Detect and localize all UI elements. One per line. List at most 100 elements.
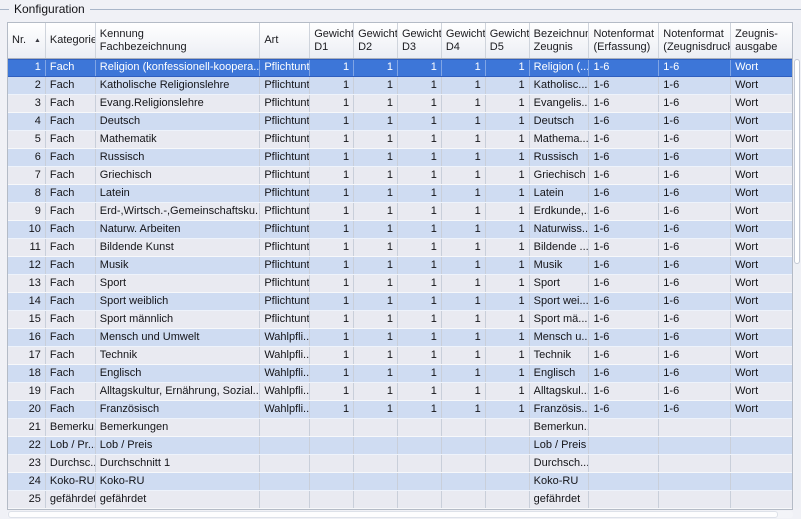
cell-bezeichnung[interactable]: Religion (... xyxy=(530,60,590,76)
vertical-scrollbar-thumb[interactable] xyxy=(794,59,800,264)
cell-ausgabe[interactable]: Wort xyxy=(735,151,759,163)
header-d3[interactable]: Gewicht D3 xyxy=(398,23,442,58)
cell-art[interactable]: Pflichtunt xyxy=(260,113,311,130)
cell-d1[interactable]: 1 xyxy=(310,383,355,400)
cell-d3[interactable] xyxy=(398,437,442,454)
cell-d5[interactable]: 1 xyxy=(486,131,530,148)
cell-nf_zeugnisdruck[interactable]: 1-6 xyxy=(659,401,732,418)
table-row[interactable]: 25 gefährdet gefährdet gefährdet xyxy=(8,491,792,509)
cell-d5[interactable]: 1 xyxy=(486,365,530,382)
cell-ausgabe[interactable]: Wort xyxy=(735,133,759,145)
cell-d1[interactable]: 1 xyxy=(310,347,355,364)
cell-d2[interactable]: 1 xyxy=(354,293,398,310)
cell-d3[interactable]: 1 xyxy=(398,239,442,256)
cell-d5[interactable]: 1 xyxy=(486,203,530,220)
cell-d5[interactable]: 1 xyxy=(486,275,530,292)
cell-nf_erfassung[interactable]: 1-6 xyxy=(589,167,660,184)
cell-d5[interactable] xyxy=(486,455,530,472)
cell-d2[interactable]: 1 xyxy=(354,185,398,202)
cell-d1[interactable]: 1 xyxy=(310,167,355,184)
cell-d3[interactable]: 1 xyxy=(398,95,442,112)
cell-d1[interactable]: 1 xyxy=(310,149,355,166)
cell-d2[interactable] xyxy=(354,437,398,454)
cell-d5[interactable]: 1 xyxy=(486,167,530,184)
cell-d1[interactable]: 1 xyxy=(310,60,355,76)
cell-nf_erfassung[interactable] xyxy=(589,419,660,436)
cell-ausgabe[interactable]: Wort xyxy=(735,367,759,379)
cell-kategorie[interactable]: Fach xyxy=(46,311,96,328)
cell-bezeichnung[interactable]: gefährdet xyxy=(530,491,590,508)
cell-d4[interactable] xyxy=(442,419,486,436)
cell-bezeichnung[interactable]: Musik xyxy=(530,257,590,274)
cell-nr[interactable]: 15 xyxy=(8,311,46,328)
cell-d5[interactable]: 1 xyxy=(486,221,530,238)
header-nr[interactable]: Nr. ▲ xyxy=(8,23,46,58)
cell-d5[interactable] xyxy=(486,473,530,490)
cell-ausgabe[interactable]: Wort xyxy=(735,97,759,109)
cell-bezeichnung[interactable]: Sport mä... xyxy=(530,311,590,328)
cell-nr[interactable]: 25 xyxy=(8,491,46,508)
cell-kennung[interactable]: Griechisch xyxy=(96,167,261,184)
table-row[interactable]: 7 Fach Griechisch Pflichtunt 1 1 1 1 1 Griechisch… xyxy=(8,167,792,185)
cell-d5[interactable]: 1 xyxy=(486,113,530,130)
cell-nf_erfassung[interactable]: 1-6 xyxy=(589,257,660,274)
cell-d4[interactable]: 1 xyxy=(442,149,486,166)
cell-bezeichnung[interactable]: Deutsch xyxy=(530,113,590,130)
table-row[interactable]: 18 Fach Englisch Wahlpfli... 1 1 1 1 1 Englisch 1-… xyxy=(8,365,792,383)
cell-d1[interactable]: 1 xyxy=(310,95,355,112)
cell-kennung[interactable]: Mensch und Umwelt xyxy=(96,329,261,346)
cell-ausgabe[interactable]: Wort xyxy=(735,223,759,235)
cell-nf_zeugnisdruck[interactable]: 1-6 xyxy=(659,293,732,310)
cell-kategorie[interactable]: Fach xyxy=(46,77,96,94)
cell-d5[interactable]: 1 xyxy=(486,95,530,112)
cell-ausgabe[interactable] xyxy=(731,455,792,472)
cell-ausgabe[interactable]: Wort xyxy=(735,295,759,307)
header-bezeichnung[interactable]: Bezeichnun Zeugnis xyxy=(530,23,590,58)
cell-d4[interactable]: 1 xyxy=(442,239,486,256)
table-row[interactable]: 10 Fach Naturw. Arbeiten Pflichtunt 1 1 1 1 1 Nat… xyxy=(8,221,792,239)
cell-nf_erfassung[interactable]: 1-6 xyxy=(589,329,660,346)
cell-nf_zeugnisdruck[interactable]: 1-6 xyxy=(659,329,732,346)
cell-nf_erfassung[interactable] xyxy=(589,455,660,472)
cell-nf_erfassung[interactable]: 1-6 xyxy=(589,401,660,418)
cell-d1[interactable] xyxy=(310,473,355,490)
cell-nf_zeugnisdruck[interactable] xyxy=(659,473,732,490)
cell-d3[interactable]: 1 xyxy=(398,131,442,148)
cell-ausgabe[interactable]: Wort xyxy=(735,313,759,325)
cell-d4[interactable]: 1 xyxy=(442,275,486,292)
cell-d5[interactable] xyxy=(486,437,530,454)
cell-nf_erfassung[interactable]: 1-6 xyxy=(589,113,660,130)
table-row[interactable]: 6 Fach Russisch Pflichtunt 1 1 1 1 1 Russisch 1-6 1… xyxy=(8,149,792,167)
cell-nf_erfassung[interactable]: 1-6 xyxy=(589,221,660,238)
cell-ausgabe[interactable]: Wort xyxy=(735,385,759,397)
cell-d5[interactable]: 1 xyxy=(486,60,530,76)
cell-kategorie[interactable]: Koko-RU xyxy=(46,473,96,490)
cell-d4[interactable]: 1 xyxy=(442,293,486,310)
cell-d1[interactable] xyxy=(310,437,355,454)
cell-bezeichnung[interactable]: Latein xyxy=(530,185,590,202)
cell-nf_erfassung[interactable]: 1-6 xyxy=(589,203,660,220)
cell-nr[interactable]: 24 xyxy=(8,473,46,490)
cell-art[interactable]: Pflichtunt xyxy=(260,149,311,166)
cell-d5[interactable]: 1 xyxy=(486,311,530,328)
cell-art[interactable]: Pflichtunt xyxy=(260,311,311,328)
cell-d2[interactable] xyxy=(354,491,398,508)
cell-kategorie[interactable]: Fach xyxy=(46,131,96,148)
header-d4[interactable]: Gewicht D4 xyxy=(442,23,486,58)
cell-d5[interactable]: 1 xyxy=(486,401,530,418)
header-d2[interactable]: Gewicht D2 xyxy=(354,23,398,58)
cell-kategorie[interactable]: Bemerku... xyxy=(46,419,96,436)
cell-d3[interactable] xyxy=(398,491,442,508)
cell-kennung[interactable]: Mathematik xyxy=(96,131,261,148)
cell-art[interactable]: Pflichtunt xyxy=(260,95,311,112)
cell-nf_zeugnisdruck[interactable]: 1-6 xyxy=(659,311,732,328)
cell-d4[interactable]: 1 xyxy=(442,311,486,328)
cell-ausgabe[interactable] xyxy=(731,473,792,490)
cell-d5[interactable]: 1 xyxy=(486,293,530,310)
cell-d4[interactable]: 1 xyxy=(442,365,486,382)
cell-kennung[interactable]: Religion (konfessionell-koopera... xyxy=(96,60,261,76)
table-row[interactable]: 13 Fach Sport Pflichtunt 1 1 1 1 1 Sport 1-6 1-6 Wor… xyxy=(8,275,792,293)
cell-ausgabe[interactable]: Wort xyxy=(735,115,759,127)
header-kennung[interactable]: Kennung Fachbezeichnung xyxy=(96,23,261,58)
cell-nf_erfassung[interactable]: 1-6 xyxy=(589,275,660,292)
